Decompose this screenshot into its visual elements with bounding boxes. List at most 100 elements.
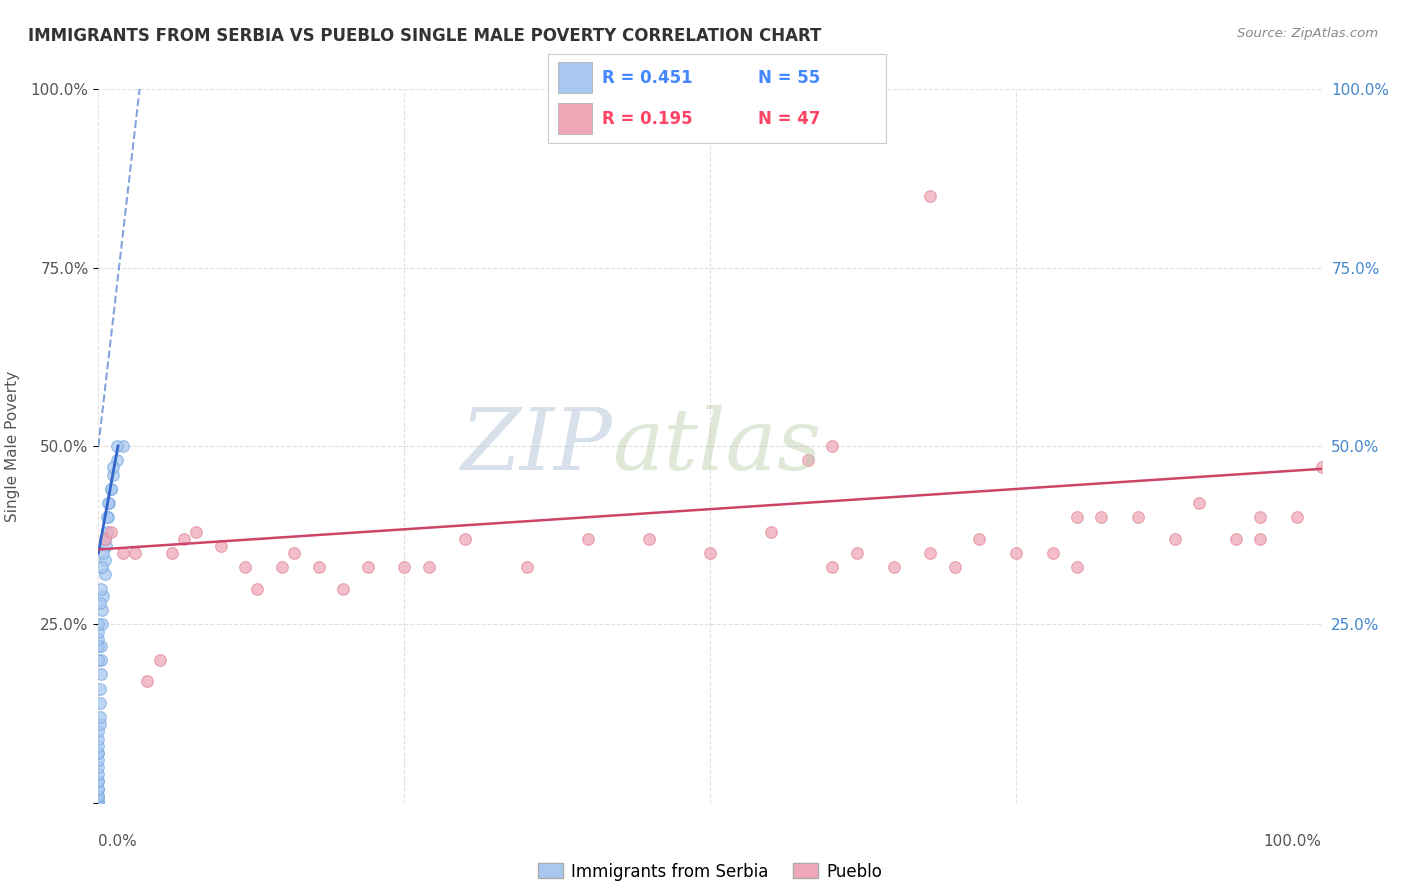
Point [91, 589, 114, 603]
Point [90, 639, 112, 653]
Point [90, 582, 112, 596]
Point [90, 667, 112, 681]
Legend: Immigrants from Serbia, Pueblo: Immigrants from Serbia, Pueblo [531, 856, 889, 888]
Point [515, 560, 537, 574]
Point [87, 739, 110, 753]
Point [87, 617, 110, 632]
Point [797, 453, 820, 467]
Point [111, 546, 134, 560]
Text: R = 0.195: R = 0.195 [602, 110, 693, 128]
Point [100, 482, 122, 496]
Point [699, 546, 721, 560]
Point [87, 746, 110, 760]
Point [160, 546, 183, 560]
Point [638, 532, 661, 546]
Point [105, 453, 128, 467]
Point [87, 753, 110, 767]
Text: IMMIGRANTS FROM SERBIA VS PUEBLO SINGLE MALE POVERTY CORRELATION CHART: IMMIGRANTS FROM SERBIA VS PUEBLO SINGLE … [28, 27, 821, 45]
Point [943, 560, 966, 574]
Point [87, 796, 110, 810]
Point [920, 189, 942, 203]
Point [1128, 510, 1150, 524]
Point [94, 539, 117, 553]
Point [101, 467, 124, 482]
Point [87, 760, 110, 774]
Point [96, 524, 118, 539]
Point [761, 524, 783, 539]
Point [270, 560, 294, 574]
Point [392, 560, 416, 574]
Point [1042, 546, 1064, 560]
Text: R = 0.451: R = 0.451 [602, 69, 693, 87]
Point [821, 560, 844, 574]
Point [124, 546, 146, 560]
Point [87, 774, 110, 789]
Point [91, 560, 114, 574]
Point [91, 617, 114, 632]
Point [87, 767, 110, 781]
Point [1225, 532, 1247, 546]
Point [90, 653, 112, 667]
Text: 100.0%: 100.0% [1264, 834, 1322, 849]
Point [87, 653, 110, 667]
Point [87, 781, 110, 796]
Point [356, 560, 378, 574]
Point [100, 482, 122, 496]
Point [93, 567, 115, 582]
Text: N = 55: N = 55 [758, 69, 820, 87]
Point [332, 582, 354, 596]
Point [87, 789, 110, 803]
Point [87, 796, 110, 810]
Point [87, 796, 110, 810]
Text: Source: ZipAtlas.com: Source: ZipAtlas.com [1237, 27, 1378, 40]
Point [418, 560, 440, 574]
Point [100, 524, 122, 539]
Point [111, 439, 134, 453]
Point [87, 796, 110, 810]
Point [97, 496, 120, 510]
Point [87, 731, 110, 746]
Point [1310, 460, 1333, 475]
Point [576, 532, 599, 546]
Point [91, 546, 114, 560]
Point [1249, 532, 1271, 546]
Point [845, 546, 868, 560]
Text: atlas: atlas [612, 405, 821, 487]
Point [149, 653, 172, 667]
Point [136, 674, 159, 689]
Point [89, 696, 111, 710]
Point [97, 510, 120, 524]
Point [1090, 510, 1112, 524]
Point [283, 546, 305, 560]
Point [87, 774, 110, 789]
Point [89, 681, 111, 696]
Point [1066, 560, 1088, 574]
Point [91, 603, 114, 617]
Point [1004, 546, 1026, 560]
Point [173, 532, 195, 546]
Point [89, 717, 111, 731]
Point [1164, 532, 1187, 546]
Point [308, 560, 330, 574]
Point [1249, 510, 1271, 524]
Point [209, 539, 232, 553]
Point [105, 439, 128, 453]
Point [93, 532, 115, 546]
Y-axis label: Single Male Poverty: Single Male Poverty [4, 370, 20, 522]
Text: 0.0%: 0.0% [98, 834, 138, 849]
Text: ZIP: ZIP [460, 405, 612, 487]
Text: N = 47: N = 47 [758, 110, 820, 128]
Point [967, 532, 990, 546]
Point [87, 639, 110, 653]
Point [883, 560, 905, 574]
Point [93, 553, 115, 567]
Point [1188, 496, 1211, 510]
Point [87, 789, 110, 803]
FancyBboxPatch shape [558, 62, 592, 93]
Point [1066, 510, 1088, 524]
Point [98, 496, 121, 510]
Point [87, 632, 110, 646]
Point [87, 624, 110, 639]
Point [920, 546, 942, 560]
Point [87, 724, 110, 739]
